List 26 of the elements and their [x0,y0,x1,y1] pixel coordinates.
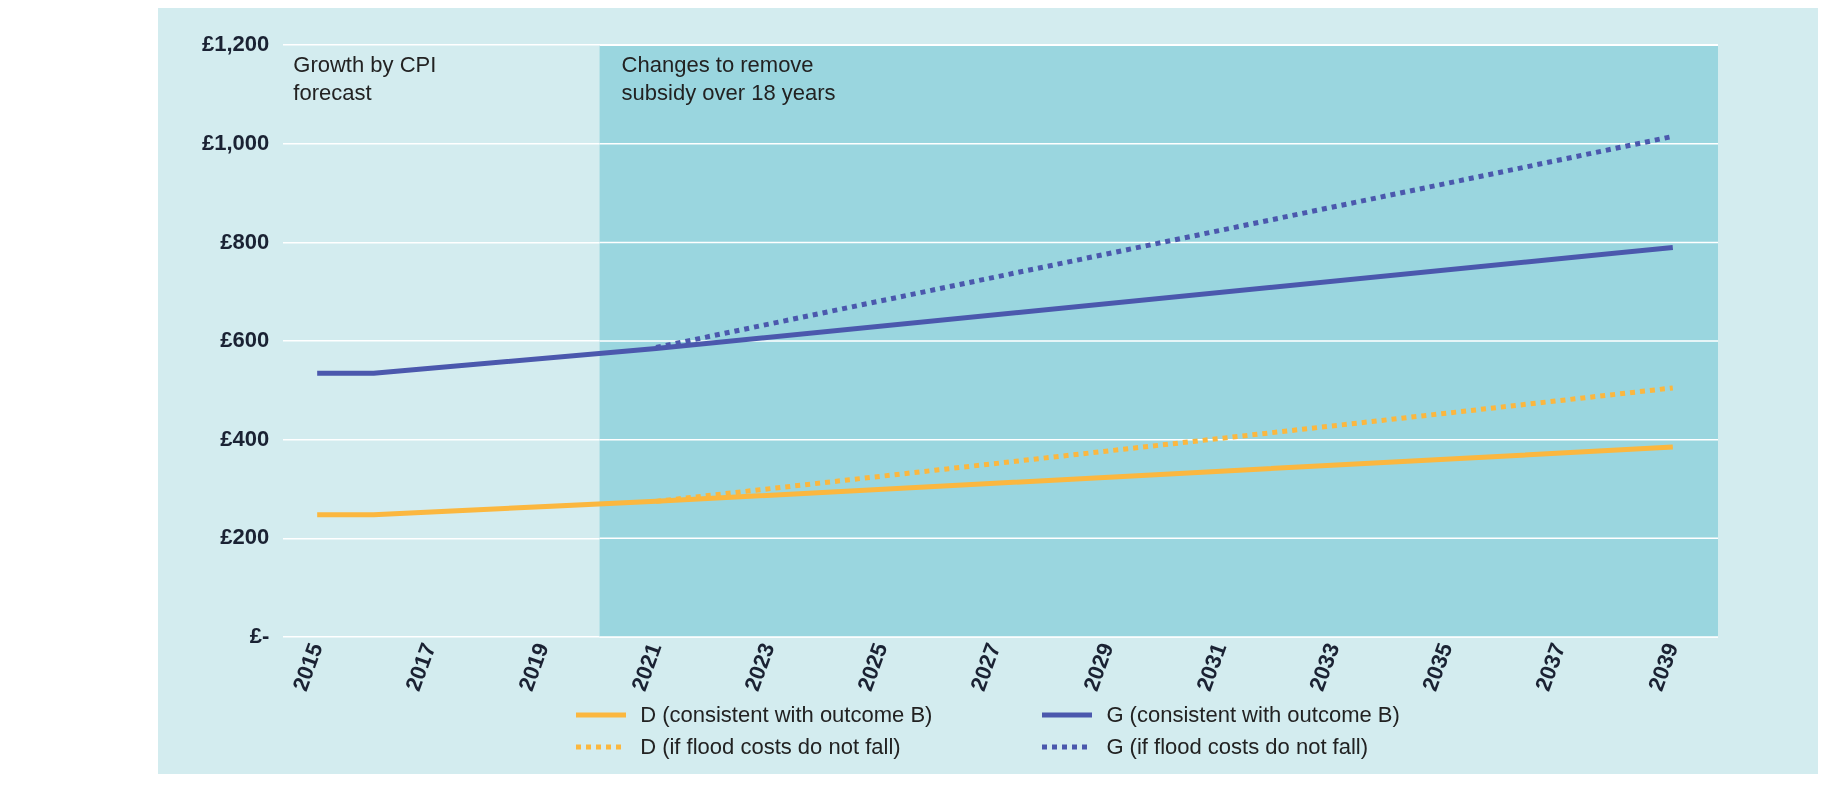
y-tick-label: £800 [220,228,270,254]
x-tick-label: 2017 [400,639,441,695]
legend-label: G (consistent with outcome B) [1106,702,1400,728]
y-tick-label: £- [249,623,270,649]
y-tick-label: £1,200 [201,31,270,57]
x-tick-label: 2031 [1191,639,1232,695]
x-tick-label: 2029 [1078,639,1119,695]
y-tick-label: £400 [220,425,270,451]
x-tick-label: 2037 [1530,639,1571,695]
legend-label: G (if flood costs do not fall) [1106,734,1369,760]
band-label: Changes to remove subsidy over 18 years [621,52,836,106]
x-tick-label: 2023 [739,639,780,695]
x-tick-label: 2015 [287,639,328,695]
y-tick-label: £200 [220,524,270,550]
annotation: Growth by CPI forecast [293,52,437,106]
x-tick-label: 2027 [965,639,1006,695]
legend-label: D (if flood costs do not fall) [640,734,901,760]
x-tick-label: 2021 [626,639,667,695]
legend-label: D (consistent with outcome B) [640,702,933,728]
y-tick-label: £600 [220,327,270,353]
y-tick-label: £1,000 [201,129,270,155]
x-tick-label: 2019 [513,639,554,695]
x-tick-label: 2033 [1304,639,1345,695]
x-tick-label: 2025 [852,639,893,695]
x-tick-label: 2035 [1417,639,1458,695]
x-tick-label: 2039 [1642,639,1684,695]
